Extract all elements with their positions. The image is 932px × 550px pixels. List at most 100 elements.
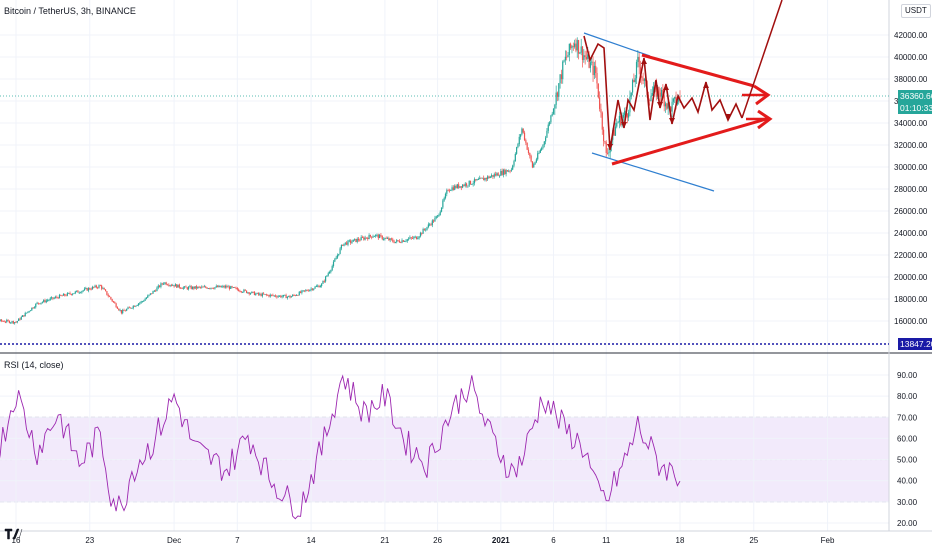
candle-body	[178, 284, 180, 288]
lower-trendline[interactable]	[591, 152, 715, 192]
candle-body	[489, 176, 491, 178]
candle-body	[626, 113, 628, 118]
candle-body	[309, 289, 311, 292]
candle-body	[379, 234, 381, 239]
candle-body	[132, 305, 134, 309]
time-tick-label: 25	[749, 536, 758, 545]
candle-body	[306, 290, 308, 291]
drawings-layer[interactable]	[583, 0, 783, 192]
candle-body	[277, 296, 279, 298]
candle-body	[268, 295, 270, 297]
candle-body	[408, 238, 410, 240]
candle-body	[288, 295, 290, 297]
candle-body	[99, 285, 101, 287]
candle-body	[177, 284, 179, 288]
candle-body	[475, 179, 477, 181]
candle-body	[181, 288, 183, 290]
candle-body	[583, 55, 585, 60]
candle-body	[458, 184, 460, 188]
time-tick-label: 23	[85, 536, 94, 545]
candle-body	[172, 285, 174, 287]
candle-body	[588, 54, 590, 68]
upper-trendline[interactable]	[583, 32, 651, 57]
rsi-indicator-title[interactable]: RSI (14, close)	[4, 360, 64, 370]
candle-body	[32, 307, 34, 309]
candle-body	[232, 287, 234, 288]
candle-body	[249, 293, 252, 294]
candle-body	[97, 287, 99, 289]
candle-body	[118, 308, 120, 311]
candle-body	[384, 237, 386, 240]
candle-body	[357, 238, 360, 241]
candle-body	[334, 259, 336, 262]
rsi-axis[interactable]: 90.00 80.00 70.00 60.00 50.00 40.00 30.00 20.00	[897, 371, 918, 528]
triangle-lower-line[interactable]	[611, 117, 767, 166]
rsi-tick-label: 60.00	[897, 434, 918, 443]
candle-body	[641, 76, 643, 79]
currency-badge[interactable]: USDT	[901, 4, 931, 18]
candle-body	[575, 43, 577, 51]
candle-body	[152, 291, 154, 294]
candle-body	[327, 273, 329, 276]
candle-body	[270, 294, 273, 296]
candle-body	[415, 236, 418, 240]
candle-body	[251, 291, 253, 294]
wave-arrowhead	[641, 58, 647, 64]
candle-body	[401, 240, 403, 243]
rsi-tick-label: 40.00	[897, 477, 918, 486]
candle-body	[581, 46, 584, 60]
time-tick-label: 6	[551, 536, 556, 545]
candle-body	[343, 243, 345, 246]
rsi-tick-label: 50.00	[897, 456, 918, 465]
time-tick-label: 14	[307, 536, 316, 545]
candle-body	[558, 83, 560, 97]
candle-body	[405, 240, 407, 242]
candle-body	[170, 285, 173, 286]
candle-body	[49, 298, 51, 300]
candle-body	[286, 296, 288, 299]
candle-body	[7, 320, 9, 321]
rsi-series[interactable]	[0, 374, 681, 520]
candle-body	[464, 183, 466, 186]
candle-body	[68, 292, 70, 294]
tradingview-logo[interactable]	[4, 528, 24, 542]
candlestick-series[interactable]	[0, 37, 681, 325]
candle-body	[236, 287, 238, 290]
candle-body	[220, 286, 223, 288]
candle-body	[276, 296, 278, 298]
candle-body	[314, 286, 316, 289]
candle-body	[409, 237, 411, 239]
candle-body	[317, 285, 319, 287]
candle-body	[585, 57, 588, 59]
candle-body	[37, 302, 39, 304]
candle-body	[633, 80, 635, 83]
candle-body	[548, 122, 551, 125]
candle-body	[215, 286, 217, 288]
candle-body	[12, 321, 14, 324]
candle-body	[127, 307, 129, 310]
symbol-title[interactable]: Bitcoin / TetherUS, 3h, BINANCE	[4, 6, 136, 16]
candle-body	[78, 292, 80, 294]
rsi-line[interactable]	[0, 374, 681, 520]
candle-body	[436, 215, 439, 217]
wave-arrowhead	[669, 118, 675, 124]
wave-arrowhead	[621, 122, 627, 128]
candle-body	[69, 292, 71, 294]
candle-body	[6, 320, 8, 322]
candle-body	[133, 305, 136, 307]
time-axis[interactable]: 16 23 Dec 7 14 21 26 2021 6 11 18 25 Feb	[12, 536, 835, 545]
candle-body	[618, 115, 620, 123]
candle-body	[95, 285, 97, 288]
candle-body	[296, 295, 298, 296]
candle-body	[27, 311, 29, 313]
candle-body	[658, 86, 660, 93]
candle-body	[323, 281, 325, 282]
candle-body	[86, 288, 88, 291]
candle-body	[535, 159, 537, 163]
candle-body	[130, 307, 132, 309]
price-axis[interactable]: 42000.0040000.0038000.0036000.0034000.00…	[894, 6, 931, 326]
candle-body	[23, 315, 25, 317]
breakout-long-arrow[interactable]	[741, 0, 783, 119]
triangle-upper-line[interactable]	[641, 53, 755, 88]
